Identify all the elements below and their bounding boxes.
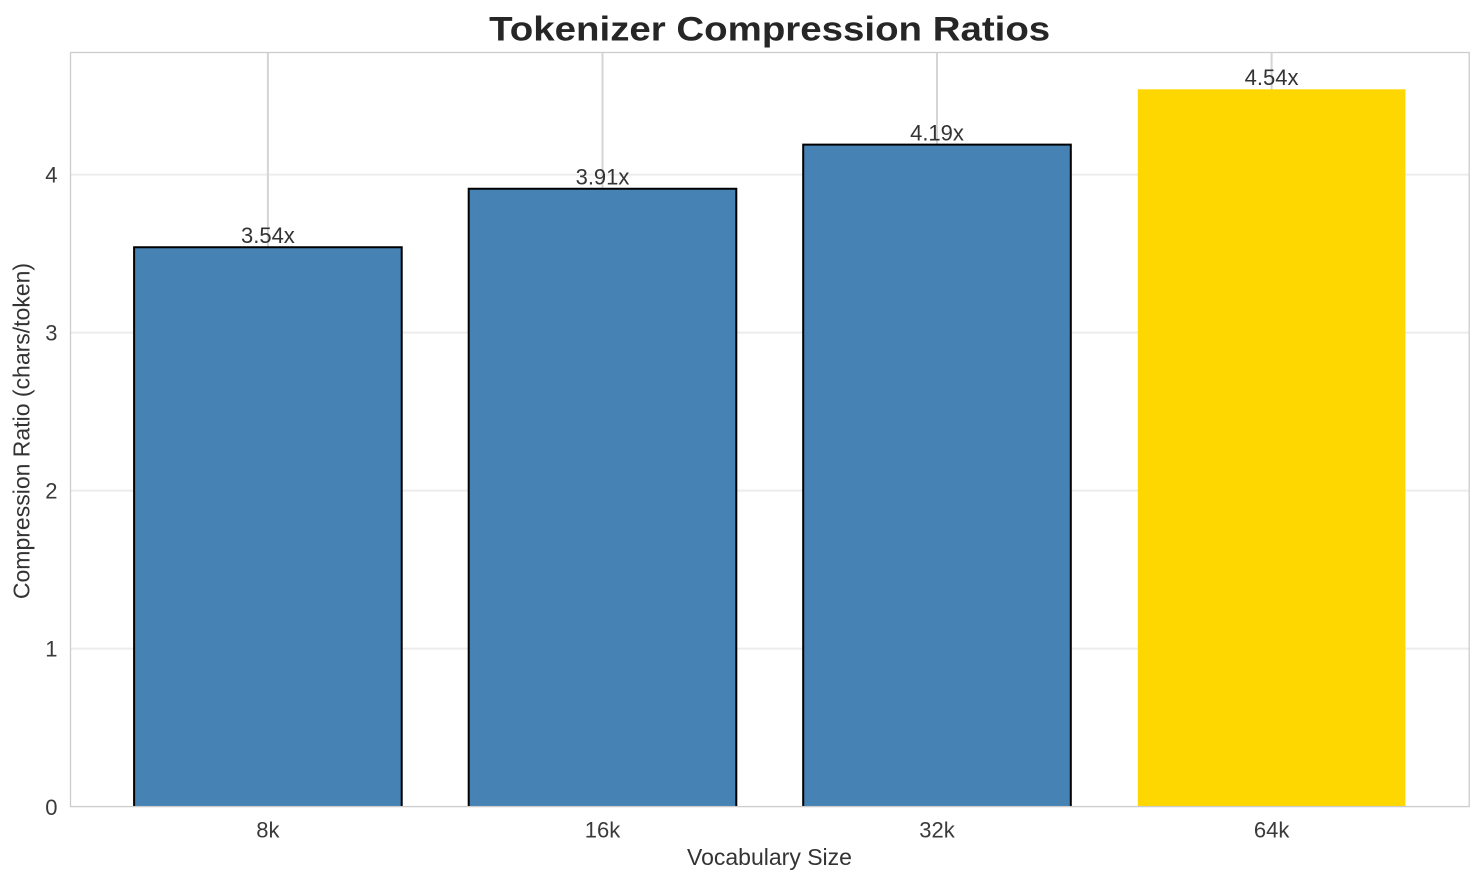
svg-text:Compression Ratio (chars/token: Compression Ratio (chars/token) xyxy=(9,263,35,599)
svg-text:32k: 32k xyxy=(919,818,955,843)
svg-text:4.54x: 4.54x xyxy=(1245,65,1299,90)
svg-text:Vocabulary Size: Vocabulary Size xyxy=(687,844,852,870)
svg-text:3.54x: 3.54x xyxy=(241,223,295,248)
svg-text:4.19x: 4.19x xyxy=(910,120,964,145)
svg-text:16k: 16k xyxy=(585,818,621,843)
svg-text:3.91x: 3.91x xyxy=(576,165,630,190)
svg-text:4: 4 xyxy=(45,163,57,188)
svg-text:2: 2 xyxy=(45,479,57,504)
svg-text:1: 1 xyxy=(45,637,57,662)
svg-text:64k: 64k xyxy=(1254,818,1290,843)
svg-text:8k: 8k xyxy=(256,818,280,843)
svg-text:Tokenizer Compression Ratios: Tokenizer Compression Ratios xyxy=(489,11,1050,49)
svg-text:3: 3 xyxy=(45,321,57,346)
svg-text:0: 0 xyxy=(45,795,57,820)
